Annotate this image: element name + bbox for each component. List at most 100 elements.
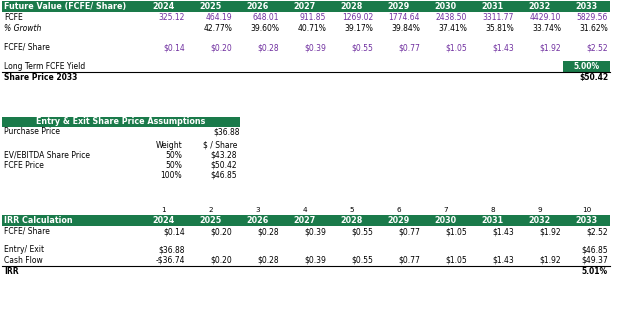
Text: Cash Flow: Cash Flow [4,256,43,265]
Text: $ / Share: $ / Share [203,140,237,149]
Text: $36.88: $36.88 [214,128,240,137]
Text: Future Value (FCFE/ Share): Future Value (FCFE/ Share) [4,2,126,11]
Text: 464.19: 464.19 [205,13,232,22]
Text: $1.92: $1.92 [540,227,561,236]
Text: 648.01: 648.01 [253,13,279,22]
Text: $50.42: $50.42 [579,73,608,82]
Text: $0.55: $0.55 [351,227,373,236]
Text: FCFE/ Share: FCFE/ Share [4,227,50,236]
Text: 39.17%: 39.17% [344,24,373,33]
Text: $1.92: $1.92 [540,256,561,265]
Text: $1.05: $1.05 [445,227,467,236]
Text: Long Term FCFE Yield: Long Term FCFE Yield [4,62,85,71]
Text: $0.28: $0.28 [257,227,279,236]
Text: 2027: 2027 [293,216,316,225]
Text: 2438.50: 2438.50 [436,13,467,22]
Text: $1.43: $1.43 [492,43,514,52]
Text: 5829.56: 5829.56 [577,13,608,22]
Text: $1.05: $1.05 [445,43,467,52]
Text: 6: 6 [396,207,401,212]
Text: $0.28: $0.28 [257,256,279,265]
Text: Purchase Price: Purchase Price [4,128,60,137]
Text: 1269.02: 1269.02 [342,13,373,22]
Text: 2026: 2026 [246,2,269,11]
Text: 33.74%: 33.74% [532,24,561,33]
Text: $0.39: $0.39 [304,43,326,52]
Text: 4: 4 [302,207,307,212]
Text: $36.88: $36.88 [159,245,185,254]
Text: FCFE: FCFE [4,13,23,22]
FancyBboxPatch shape [2,117,240,127]
Text: 37.41%: 37.41% [438,24,467,33]
Text: $0.77: $0.77 [398,43,420,52]
Text: $1.43: $1.43 [492,256,514,265]
Text: 2025: 2025 [200,216,221,225]
Text: $46.85: $46.85 [211,170,237,179]
Text: 2: 2 [208,207,213,212]
Text: $0.77: $0.77 [398,256,420,265]
Text: 2033: 2033 [575,2,598,11]
Text: 5.01%: 5.01% [582,267,608,276]
Text: IRR Calculation: IRR Calculation [4,216,72,225]
FancyBboxPatch shape [563,61,610,72]
Text: 9: 9 [537,207,542,212]
Text: $0.28: $0.28 [257,43,279,52]
Text: 2024: 2024 [152,2,175,11]
Text: 2031: 2031 [481,2,504,11]
Text: 911.85: 911.85 [300,13,326,22]
Text: 3311.77: 3311.77 [483,13,514,22]
Text: $1.92: $1.92 [540,43,561,52]
Text: 2027: 2027 [293,2,316,11]
Text: EV/EBITDA Share Price: EV/EBITDA Share Price [4,150,90,159]
Text: $2.52: $2.52 [586,227,608,236]
Text: 1: 1 [161,207,166,212]
Text: $0.14: $0.14 [163,227,185,236]
Text: $43.28: $43.28 [211,150,237,159]
Text: $0.20: $0.20 [211,256,232,265]
Text: 2025: 2025 [200,2,221,11]
Text: $1.43: $1.43 [492,227,514,236]
Text: Weight: Weight [156,140,182,149]
Text: -$36.74: -$36.74 [156,256,185,265]
Text: $46.85: $46.85 [581,245,608,254]
Text: 50%: 50% [165,160,182,169]
FancyBboxPatch shape [2,1,610,12]
Text: 7: 7 [443,207,448,212]
Text: 100%: 100% [161,170,182,179]
Text: Entry/ Exit: Entry/ Exit [4,245,44,254]
Text: 5.00%: 5.00% [573,62,600,71]
Text: 31.62%: 31.62% [579,24,608,33]
Text: 2030: 2030 [435,2,456,11]
Text: FCFE Price: FCFE Price [4,160,44,169]
Text: 35.81%: 35.81% [485,24,514,33]
Text: 39.84%: 39.84% [391,24,420,33]
Text: 10: 10 [582,207,591,212]
Text: $0.39: $0.39 [304,256,326,265]
Text: $0.77: $0.77 [398,227,420,236]
Text: $0.14: $0.14 [163,43,185,52]
Text: 42.77%: 42.77% [203,24,232,33]
Text: 39.60%: 39.60% [250,24,279,33]
Text: 2032: 2032 [529,216,550,225]
Text: $0.20: $0.20 [211,43,232,52]
Text: 325.12: 325.12 [159,13,185,22]
Text: 2031: 2031 [481,216,504,225]
Text: 3: 3 [255,207,260,212]
Text: $49.37: $49.37 [581,256,608,265]
Text: 2030: 2030 [435,216,456,225]
Text: 2024: 2024 [152,216,175,225]
Text: 1774.64: 1774.64 [388,13,420,22]
Text: 5: 5 [349,207,354,212]
Text: FCFE/ Share: FCFE/ Share [4,43,50,52]
Text: 2028: 2028 [340,2,363,11]
Text: Share Price 2033: Share Price 2033 [4,73,77,82]
Text: 2032: 2032 [529,2,550,11]
FancyBboxPatch shape [2,215,610,226]
Text: $0.55: $0.55 [351,43,373,52]
Text: $0.39: $0.39 [304,227,326,236]
Text: % Growth: % Growth [4,24,42,33]
Text: IRR: IRR [4,267,19,276]
Text: Entry & Exit Share Price Assumptions: Entry & Exit Share Price Assumptions [36,118,205,126]
Text: 4429.10: 4429.10 [530,13,561,22]
Text: 2033: 2033 [575,216,598,225]
